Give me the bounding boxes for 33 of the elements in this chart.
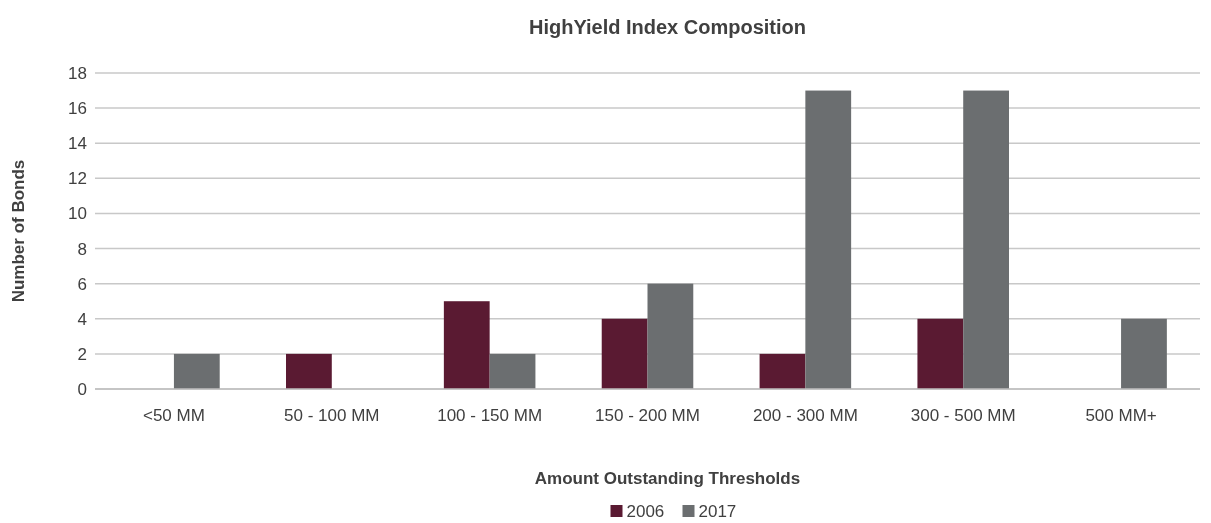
bar	[286, 353, 332, 389]
x-tick-label: 300 - 500 MM	[910, 406, 1016, 425]
legend-label: 2006	[626, 502, 665, 521]
legend-label: 2017	[698, 502, 737, 521]
bar	[805, 90, 852, 389]
x-tick-label: 200 - 300 MM	[752, 406, 858, 425]
y-tick-label: 12	[68, 169, 87, 189]
y-tick-label: 2	[77, 344, 87, 364]
y-axis-title: Number of Bonds	[9, 159, 28, 303]
bar	[173, 353, 220, 389]
bar	[917, 318, 964, 389]
y-tick-label: 6	[77, 274, 87, 294]
x-tick-label: 50 - 100 MM	[284, 406, 380, 425]
y-tick-label: 14	[68, 134, 87, 154]
bar	[489, 353, 536, 389]
y-tick-label: 8	[77, 239, 87, 259]
x-tick-label: 100 - 150 MM	[437, 406, 543, 425]
x-tick-label: <50 MM	[142, 406, 205, 425]
y-tick-label: 4	[77, 309, 87, 329]
bar	[759, 353, 806, 389]
bar	[601, 318, 648, 389]
bar	[443, 301, 490, 389]
bar	[963, 90, 1009, 389]
y-tick-label: 16	[68, 99, 87, 119]
x-tick-label: 500 MM+	[1085, 406, 1157, 425]
x-tick-label: 150 - 200 MM	[595, 406, 700, 425]
x-axis-title: Amount Outstanding Thresholds	[534, 469, 801, 488]
y-tick-label: 10	[68, 204, 87, 224]
chart-title: HighYield Index Composition	[528, 16, 807, 38]
y-tick-label: 18	[68, 63, 87, 83]
y-tick-label: 0	[77, 379, 87, 399]
bar	[1121, 318, 1167, 389]
bar	[647, 283, 694, 389]
